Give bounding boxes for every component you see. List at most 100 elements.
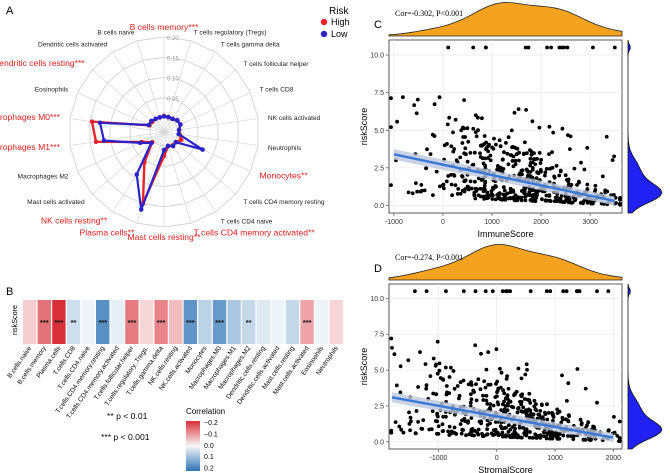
scatter-point: [604, 134, 609, 139]
scatter-point: [556, 436, 561, 440]
scatter-point: [419, 183, 424, 187]
scatter-point: [510, 435, 514, 440]
scatter-point: [506, 162, 511, 167]
scatter-point: [564, 197, 569, 202]
scatter-point: [473, 113, 478, 118]
scatter-point: [462, 416, 467, 421]
heatmap-cell: [300, 300, 314, 344]
scatter-point: [480, 156, 485, 161]
scatter-point: [492, 136, 496, 141]
scatter-point: [566, 381, 571, 386]
scatter-point: [503, 195, 507, 200]
scatter-point: [443, 365, 448, 370]
scatter-point: [494, 382, 498, 386]
x-tick-label: 1000: [484, 219, 500, 226]
scatter-point: [486, 195, 491, 200]
scatter-point: [547, 124, 552, 129]
scatter-point: [494, 184, 498, 189]
heatmap-legend-title: Correlation: [186, 407, 225, 416]
scatter-point: [567, 414, 571, 418]
radar-point-low: [166, 114, 171, 120]
scatter-point: [430, 409, 435, 413]
scatter-point: [566, 434, 570, 438]
scatter-point: [519, 394, 524, 399]
scatter-point: [476, 128, 480, 133]
scatter-point: [486, 144, 490, 149]
scatter-point: [523, 198, 528, 203]
scatter-point: [401, 430, 406, 435]
scatter-point: [444, 179, 449, 184]
scatter-point: [452, 386, 457, 391]
scatter-point: [453, 117, 458, 122]
scatter-point: [543, 198, 548, 203]
scatter-point: [524, 362, 529, 367]
scatter-point: [480, 116, 484, 121]
scatter-point: [507, 423, 511, 427]
radar-spoke: [69, 118, 165, 133]
scatter-point: [481, 194, 486, 199]
scatter-point: [569, 200, 574, 205]
scatter-point: [543, 173, 547, 178]
scatter-point: [559, 45, 564, 50]
scatter-point: [548, 289, 553, 294]
scatter-point: [568, 147, 572, 152]
regression-line: [391, 396, 614, 439]
scatter-point: [544, 167, 549, 171]
scatter-point: [612, 415, 616, 419]
scatter-point: [536, 412, 541, 417]
radar-tick-label: 0.20: [167, 36, 179, 42]
y-tick-label: 7.5: [374, 90, 384, 97]
heatmap-cell: [198, 300, 212, 344]
scatter-point: [466, 185, 471, 190]
scatter-point: [473, 179, 477, 184]
scatter-point: [555, 196, 560, 200]
scatter-point: [499, 408, 503, 412]
heatmap-star: **: [71, 318, 77, 327]
scatter-point: [544, 193, 549, 198]
scatter-point: [401, 95, 405, 100]
x-tick-label: 0: [495, 455, 499, 462]
scatter-point: [612, 45, 617, 50]
scatter-point: [502, 426, 507, 430]
scatter-point: [528, 156, 533, 161]
scatter-point: [563, 173, 568, 178]
scatter-point: [502, 407, 507, 412]
scatter-point: [524, 108, 528, 112]
radar-point-low: [157, 115, 163, 120]
scatter-point: [524, 427, 529, 432]
scatter-point: [442, 186, 446, 191]
scatter-point: [449, 144, 454, 149]
scatter-point: [545, 45, 549, 50]
scatter-point: [535, 192, 539, 196]
scatter-point: [458, 191, 463, 196]
scatter-point: [418, 350, 422, 354]
scatter-point: [511, 164, 516, 169]
scatter-point: [508, 190, 513, 195]
scatter-point: [513, 432, 518, 437]
scatter-point: [482, 186, 487, 191]
radar-axis-label: Dendritic cells activated: [38, 42, 108, 49]
scatter-point: [460, 427, 465, 432]
radar-point-low: [170, 116, 175, 122]
scatter-point: [528, 413, 533, 417]
scatter-point: [434, 169, 439, 174]
scatter-point: [545, 431, 550, 436]
scatter-point: [447, 115, 452, 120]
radar-axis-label: Dendritic cells resting***: [0, 58, 85, 68]
radar-chart: 0.000.050.100.150.20B cells memory***T c…: [0, 22, 325, 242]
scatter-point: [424, 386, 429, 391]
scatter-point: [474, 382, 478, 386]
y-tick-label: 7.5: [374, 332, 384, 339]
scatter-point: [530, 168, 535, 172]
scatter-point: [447, 424, 452, 429]
scatter-point: [437, 368, 442, 373]
scatter-point: [575, 367, 580, 371]
scatter-point: [464, 433, 468, 438]
radar-axis-label: T cells CD4 memory resting: [243, 199, 325, 206]
radar-spoke: [163, 131, 251, 172]
heatmap-cell: [212, 300, 227, 344]
scatter-point: [502, 188, 507, 193]
scatter-point: [469, 186, 474, 191]
heatmap-star: **: [246, 318, 252, 327]
y-tick-label: 0.0: [374, 203, 384, 210]
